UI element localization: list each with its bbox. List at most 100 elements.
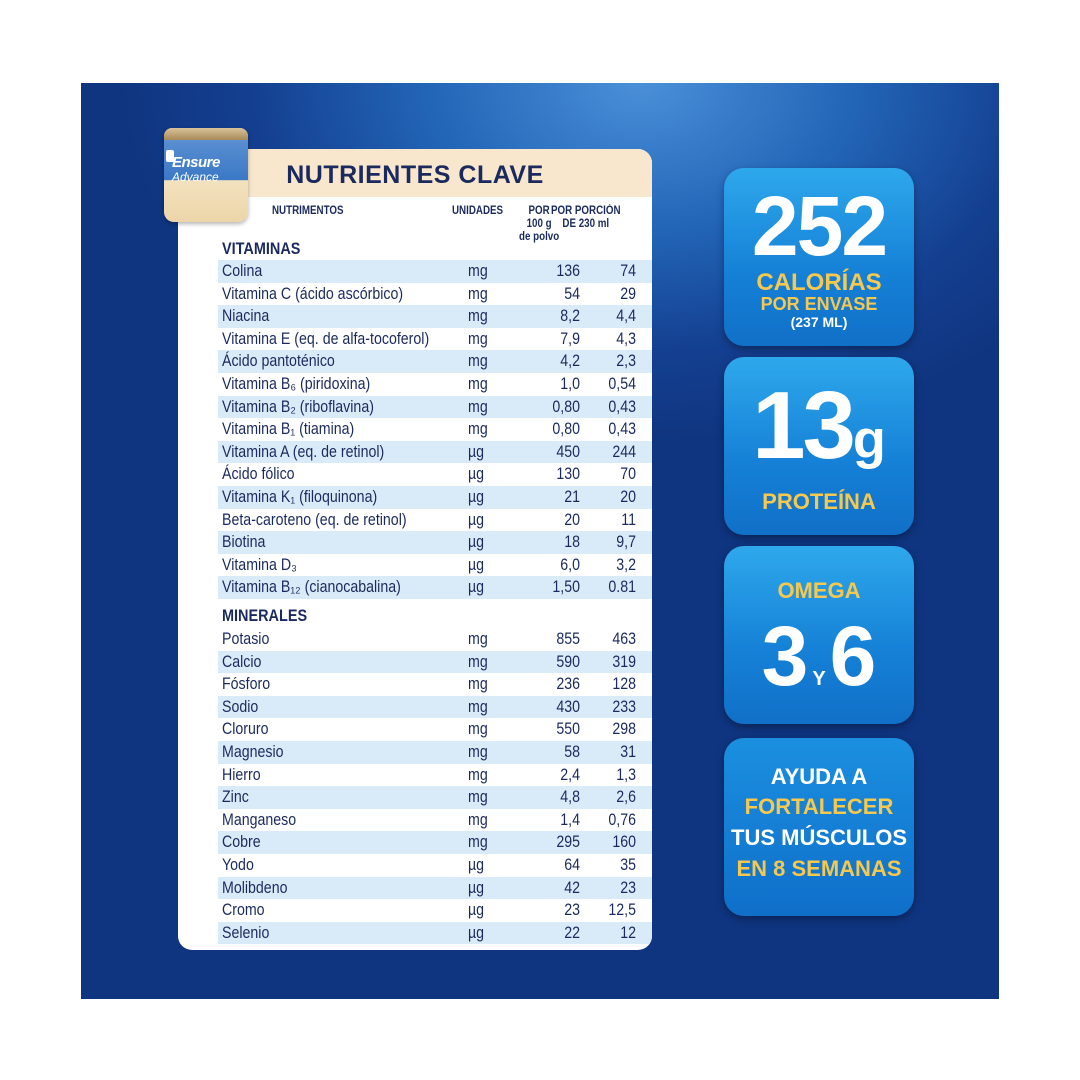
table-row: Colina mg 136 74 [218, 260, 652, 283]
muscle-line1: AYUDA A [770, 764, 868, 789]
value-per-serving: 3,2 [616, 555, 636, 574]
header-per100: POR 100 g de polvo [519, 205, 560, 243]
table-title: NUTRIENTES CLAVE [286, 161, 544, 189]
value-per-100g: 23 [564, 901, 580, 920]
value-per-100g: 1,0 [560, 375, 580, 393]
muscle-badge: AYUDA A FORTALECER TUS MÚSCULOS EN 8 SEM… [724, 738, 914, 916]
nutrient-unit: µg [468, 510, 485, 529]
nutrient-unit: µg [468, 901, 485, 920]
section-vitamins: VITAMINAS [222, 239, 301, 258]
nutrient-unit: µg [468, 878, 485, 897]
value-per-serving: 244 [612, 442, 636, 461]
abbott-logo-icon [166, 150, 174, 162]
table-row: Manganeso mg 1,4 0,76 [218, 809, 652, 832]
nutrient-unit: mg [468, 765, 488, 784]
nutrient-name: Manganeso [222, 810, 297, 829]
nutrient-unit: mg [468, 720, 488, 739]
value-per-serving: 29 [620, 284, 636, 303]
value-per-serving: 298 [612, 720, 636, 739]
nutrient-unit: µg [468, 533, 485, 552]
nutrient-unit: µg [468, 578, 485, 597]
value-per-100g: 7,9 [560, 329, 580, 348]
nutrient-name: Selenio [222, 923, 270, 942]
value-per-serving: 0,76 [608, 810, 636, 829]
value-per-100g: 130 [556, 465, 580, 484]
nutrient-unit: mg [468, 397, 488, 416]
nutrient-name: Magnesio [222, 743, 284, 761]
nutrient-unit: mg [468, 262, 488, 280]
value-per-100g: 8,2 [560, 307, 580, 326]
section-minerals: MINERALES [222, 606, 308, 625]
nutrient-unit: mg [468, 810, 488, 829]
nutrient-name: Fósforo [222, 675, 271, 694]
value-per-serving: 70 [620, 465, 636, 484]
table-row: Cromo µg 23 12,5 [218, 899, 652, 922]
nutrient-unit: mg [468, 284, 488, 303]
calories-value: 252 [751, 179, 888, 273]
table-row: Ácido fólico µg 130 70 [218, 463, 652, 486]
nutrient-unit: µg [468, 465, 485, 484]
table-row: Vitamina K₁ (filoquinona) µg 21 20 [218, 486, 652, 509]
value-per-serving: 23 [620, 878, 636, 897]
value-per-serving: 31 [620, 743, 636, 761]
nutrient-name: Vitamina D₃ [222, 555, 297, 574]
table-row: Cobre mg 295 160 [218, 831, 652, 854]
value-per-100g: 236 [556, 675, 580, 694]
table-row: Zinc mg 4,8 2,6 [218, 786, 652, 809]
nutrient-unit: µg [468, 856, 485, 874]
nutrient-unit: mg [468, 652, 488, 671]
table-row: Vitamina B₆ (piridoxina) mg 1,0 0,54 [218, 373, 652, 396]
table-row: Ácido pantoténico mg 4,2 2,3 [218, 350, 652, 373]
table-row: Beta-caroteno (eq. de retinol) µg 20 11 [218, 509, 652, 532]
nutrient-unit: µg [468, 555, 485, 574]
nutrient-unit: mg [468, 329, 488, 348]
product-variant: Advance [172, 170, 219, 184]
table-row: Vitamina D₃ µg 6,0 3,2 [218, 554, 652, 577]
nutrient-unit: µg [468, 442, 485, 461]
value-per-serving: 35 [620, 856, 636, 874]
muscle-line4: EN 8 SEMANAS [736, 856, 902, 881]
value-per-serving: 0,43 [608, 397, 636, 416]
value-per-100g: 136 [556, 262, 580, 280]
nutrient-unit: µg [468, 488, 485, 506]
protein-badge: 13g PROTEÍNA [724, 357, 914, 535]
value-per-100g: 450 [556, 442, 580, 461]
nutrient-name: Niacina [222, 307, 270, 326]
omega-badge: OMEGA 3 Y6 [724, 546, 914, 724]
nutrient-unit: mg [468, 630, 488, 648]
value-per-100g: 4,8 [560, 788, 580, 807]
value-per-100g: 590 [556, 652, 580, 671]
nutrient-unit: mg [468, 352, 488, 371]
value-per-100g: 295 [556, 833, 580, 852]
table-row: Fósforo mg 236 128 [218, 673, 652, 696]
value-per-100g: 430 [556, 697, 580, 716]
table-row: Vitamina C (ácido ascórbico) mg 54 29 [218, 283, 652, 306]
value-per-100g: 1,50 [552, 578, 580, 597]
omega-value: 3 Y6 [761, 609, 877, 703]
nutrient-unit: mg [468, 420, 488, 439]
nutrient-name: Cloruro [222, 720, 269, 739]
product-brand: Ensure [172, 154, 220, 171]
product-can-image: Ensure Advance [164, 128, 248, 222]
table-row: Yodo µg 64 35 [218, 854, 652, 877]
nutrient-unit: mg [468, 307, 488, 326]
nutrient-table-card: NUTRIENTES CLAVE NUTRIMENTOS UNIDADES PO… [178, 149, 652, 950]
nutrient-name: Vitamina C (ácido ascórbico) [222, 284, 404, 303]
protein-label: PROTEÍNA [762, 489, 876, 514]
table-row: Hierro mg 2,4 1,3 [218, 764, 652, 787]
nutrient-name: Potasio [222, 630, 270, 648]
value-per-100g: 54 [564, 284, 580, 303]
header-per-serving: POR PORCIÓN DE 230 ml [551, 205, 621, 230]
nutrient-name: Zinc [222, 788, 249, 807]
value-per-100g: 0,80 [552, 397, 580, 416]
nutrient-name: Sodio [222, 697, 259, 716]
value-per-100g: 0,80 [552, 420, 580, 439]
nutrient-name: Vitamina A (eq. de retinol) [222, 442, 385, 461]
value-per-serving: 20 [620, 488, 636, 506]
nutrient-name: Vitamina B₆ (piridoxina) [222, 375, 371, 393]
value-per-100g: 42 [564, 878, 580, 897]
table-row: Niacina mg 8,2 4,4 [218, 305, 652, 328]
value-per-100g: 1,4 [560, 810, 580, 829]
table-header-band [178, 149, 652, 197]
table-row: Vitamina A (eq. de retinol) µg 450 244 [218, 440, 652, 464]
